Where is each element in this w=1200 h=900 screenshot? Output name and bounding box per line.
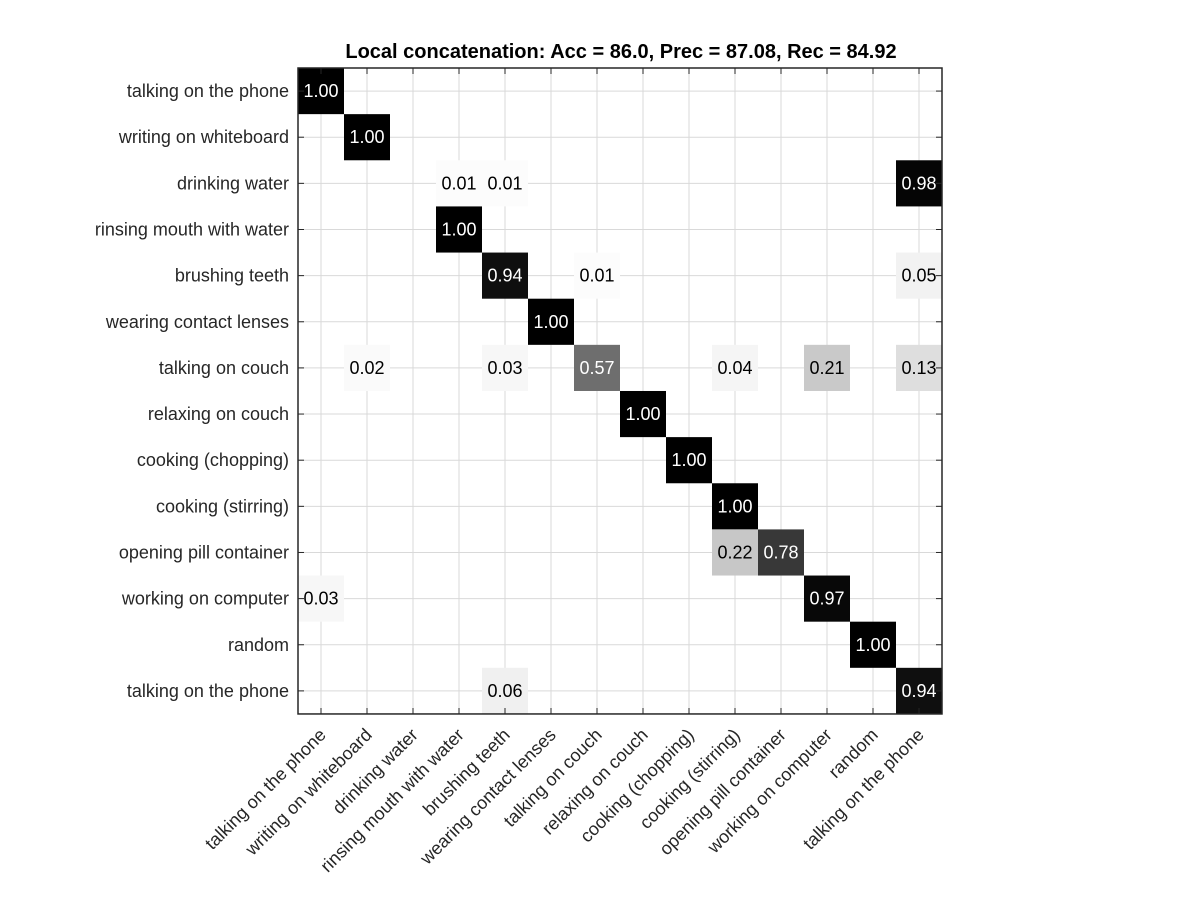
matrix-cells: 1.00 1.00 0.01 0.01 0.98 1.00 0.94 0.01 0.05 1.00… xyxy=(298,68,942,714)
cell-value-label: 1.00 xyxy=(625,404,660,424)
matrix-cell xyxy=(528,298,574,345)
cell-value-label: 0.03 xyxy=(487,358,522,378)
y-tick-label: relaxing on couch xyxy=(148,404,289,424)
y-tick-label: writing on whiteboard xyxy=(118,127,289,147)
matrix-cell xyxy=(482,344,528,391)
y-tick-label: wearing contact lenses xyxy=(105,312,289,332)
matrix-cell xyxy=(436,160,482,207)
matrix-cell xyxy=(574,252,620,299)
cell-value-label: 0.22 xyxy=(717,542,752,562)
matrix-cell xyxy=(298,575,344,622)
y-tick-label: talking on the phone xyxy=(127,81,289,101)
y-tick-label: rinsing mouth with water xyxy=(95,219,289,239)
cell-value-label: 0.02 xyxy=(349,358,384,378)
cell-value-label: 0.98 xyxy=(901,173,936,193)
cell-value-label: 1.00 xyxy=(349,127,384,147)
matrix-cell xyxy=(482,252,528,299)
cell-value-label: 0.06 xyxy=(487,681,522,701)
matrix-cell xyxy=(804,575,850,622)
cell-value-label: 1.00 xyxy=(533,312,568,332)
matrix-cell xyxy=(758,529,804,576)
matrix-cell xyxy=(712,344,758,391)
y-tick-label: drinking water xyxy=(177,173,289,193)
cell-value-label: 0.21 xyxy=(809,358,844,378)
y-tick-label: working on computer xyxy=(121,589,289,609)
y-tick-label: talking on the phone xyxy=(127,681,289,701)
matrix-cell xyxy=(896,252,942,299)
matrix-cell xyxy=(344,344,390,391)
cell-value-label: 1.00 xyxy=(671,450,706,470)
matrix-cell xyxy=(712,483,758,530)
matrix-cell xyxy=(850,621,896,668)
y-tick-labels: talking on the phone writing on whiteboar… xyxy=(95,81,289,701)
matrix-cell xyxy=(620,390,666,438)
matrix-cell xyxy=(896,667,942,714)
y-tick-label: random xyxy=(228,635,289,655)
cell-value-label: 0.13 xyxy=(901,358,936,378)
cell-value-label: 0.01 xyxy=(579,266,614,286)
matrix-cell xyxy=(804,344,850,391)
y-tick-label: cooking (chopping) xyxy=(137,450,289,470)
cell-value-label: 0.01 xyxy=(441,173,476,193)
matrix-cell xyxy=(712,529,758,576)
cell-value-label: 0.94 xyxy=(901,681,936,701)
cell-value-label: 1.00 xyxy=(717,496,752,516)
y-tick-label: opening pill container xyxy=(119,542,289,562)
matrix-cell xyxy=(896,344,942,391)
cell-value-label: 1.00 xyxy=(855,635,890,655)
cell-value-label: 0.97 xyxy=(809,589,844,609)
axes-box xyxy=(297,67,943,715)
y-tick-label: brushing teeth xyxy=(175,266,289,286)
cell-value-label: 0.04 xyxy=(717,358,752,378)
axis-ticks xyxy=(298,68,942,714)
matrix-cell xyxy=(896,160,942,207)
cell-value-label: 0.78 xyxy=(763,542,798,562)
matrix-cell xyxy=(344,114,390,161)
matrix-cell xyxy=(574,344,620,391)
matrix-cell xyxy=(436,206,482,253)
chart-title: Local concatenation: Acc = 86.0, Prec = … xyxy=(345,41,896,63)
cell-value-label: 0.94 xyxy=(487,266,522,286)
matrix-cell xyxy=(298,68,344,115)
cell-value-label: 1.00 xyxy=(441,219,476,239)
cell-value-label: 0.57 xyxy=(579,358,614,378)
matrix-cell xyxy=(666,437,712,484)
matrix-cell xyxy=(482,667,528,714)
cell-value-label: 0.01 xyxy=(487,173,522,193)
cell-value-label: 0.03 xyxy=(303,589,338,609)
grid-lines xyxy=(298,68,942,714)
matrix-cell xyxy=(482,160,528,207)
cell-value-label: 1.00 xyxy=(303,81,338,101)
y-tick-label: talking on couch xyxy=(159,358,289,378)
cell-value-label: 0.05 xyxy=(901,266,936,286)
y-tick-label: cooking (stirring) xyxy=(156,496,289,516)
